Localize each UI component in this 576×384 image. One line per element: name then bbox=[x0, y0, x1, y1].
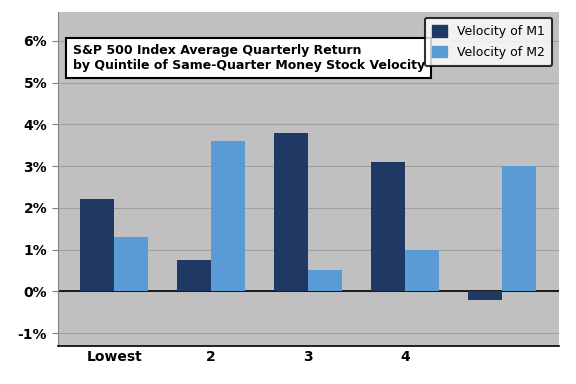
Legend: Velocity of M1, Velocity of M2: Velocity of M1, Velocity of M2 bbox=[425, 18, 552, 66]
Text: S&P 500 Index Average Quarterly Return
by Quintile of Same-Quarter Money Stock V: S&P 500 Index Average Quarterly Return b… bbox=[73, 44, 425, 72]
Bar bbox=[177, 260, 211, 291]
Bar bbox=[502, 166, 536, 291]
Bar bbox=[405, 250, 439, 291]
Bar bbox=[371, 162, 405, 291]
Bar bbox=[114, 237, 148, 291]
Bar bbox=[308, 270, 342, 291]
Bar bbox=[211, 141, 245, 291]
Bar bbox=[81, 199, 114, 291]
Bar bbox=[274, 132, 308, 291]
Bar bbox=[468, 291, 502, 300]
